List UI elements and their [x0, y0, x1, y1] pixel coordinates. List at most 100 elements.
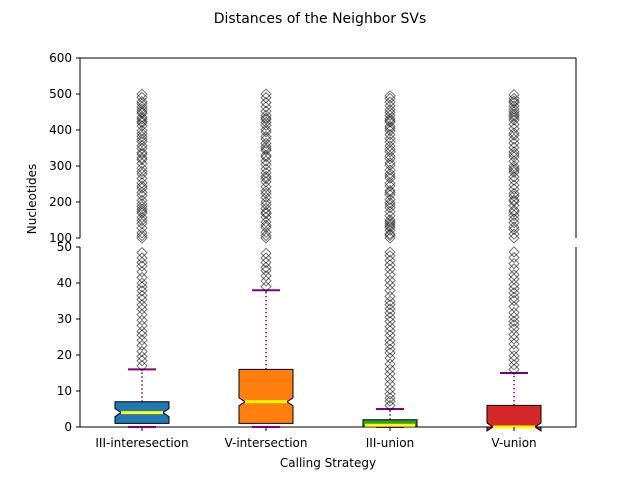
flier-point [384, 172, 396, 184]
y-tick-label-lower: 40 [57, 276, 72, 290]
flier-point [384, 229, 396, 242]
flier-point [136, 113, 148, 125]
flier-point [260, 96, 272, 109]
flier-point [260, 88, 272, 100]
flier-point [384, 140, 396, 152]
flier-point [260, 112, 272, 124]
flier-point [508, 315, 520, 328]
flier-point [136, 325, 148, 337]
flier-point [136, 339, 148, 352]
flier-point [136, 98, 148, 110]
y-tick-label-lower: 20 [57, 348, 72, 362]
flier-point [260, 105, 272, 118]
flier-point [136, 303, 148, 315]
flier-point [508, 122, 520, 135]
flier-point [384, 311, 396, 323]
flier-point [136, 177, 148, 189]
flier-point [508, 199, 520, 212]
flier-point [384, 352, 396, 364]
flier-point [508, 257, 520, 270]
flier-point [384, 259, 396, 271]
flier-point [136, 334, 148, 346]
lower-panel-frame [79, 247, 577, 428]
flier-point [508, 141, 520, 154]
flier-point [508, 338, 520, 350]
flier-point [260, 181, 272, 193]
flier-point [384, 290, 396, 303]
flier-point [508, 155, 520, 167]
flier-point [384, 152, 396, 165]
flier-point [508, 162, 520, 174]
flier-point [384, 122, 396, 135]
flier-point [384, 343, 396, 356]
flier-point [260, 275, 272, 287]
flier-point [508, 251, 520, 264]
flier-point [136, 203, 148, 215]
flier-point [384, 120, 396, 133]
y-tick-label-upper: 500 [49, 87, 72, 101]
flier-point [384, 164, 396, 176]
y-tick-label-upper: 300 [49, 159, 72, 173]
flier-point [136, 252, 148, 264]
flier-point [508, 146, 520, 158]
y-tick-label-upper: 200 [49, 195, 72, 209]
flier-point [508, 179, 520, 191]
flier-point [508, 171, 520, 183]
flier-point [260, 216, 272, 228]
flier-point [384, 114, 396, 127]
flier-point [508, 127, 520, 139]
flier-point [508, 160, 520, 172]
flier-point [384, 284, 396, 297]
flier-point [508, 333, 520, 345]
flier-point [136, 124, 148, 137]
flier-point [136, 186, 148, 199]
flier-point [508, 114, 520, 126]
flier-point [384, 399, 396, 412]
flier-point [260, 252, 272, 264]
flier-point [260, 247, 272, 259]
flier-point [508, 187, 520, 200]
flier-point [384, 303, 396, 315]
flier-point [384, 329, 396, 342]
flier-point [508, 363, 520, 376]
flier-point [136, 308, 148, 321]
flier-point [384, 199, 396, 211]
flier-point [260, 137, 272, 150]
x-tick-label: III-union [366, 436, 414, 450]
flier-point [384, 334, 396, 347]
y-tick-label-upper: 100 [49, 231, 72, 245]
flier-point [136, 319, 148, 332]
x-axis-label: Calling Strategy [280, 456, 376, 470]
box-V-intersection [238, 368, 294, 424]
flier-point [384, 159, 396, 171]
flier-point [136, 194, 148, 207]
flier-point [508, 95, 520, 107]
flier-point [260, 101, 272, 113]
flier-point [508, 108, 520, 120]
flier-point [136, 299, 148, 311]
flier-point [384, 186, 396, 199]
flier-point [260, 144, 272, 157]
flier-point [508, 306, 520, 319]
flier-point [384, 189, 396, 201]
flier-point [508, 279, 520, 291]
flier-point [260, 126, 272, 138]
flier-point [508, 118, 520, 130]
flier-point [260, 256, 272, 269]
flier-point [260, 123, 272, 136]
flier-point [260, 187, 272, 200]
flier-point [136, 207, 148, 219]
flier-point [260, 207, 272, 220]
flier-point [384, 315, 396, 328]
flier-point [384, 295, 396, 307]
flier-point [260, 163, 272, 175]
flier-point [384, 358, 396, 370]
flier-point [136, 271, 148, 284]
flier-point [384, 321, 396, 333]
flier-point [136, 153, 148, 166]
flier-point [136, 360, 148, 372]
flier-point [508, 291, 520, 303]
flier-point [384, 170, 396, 182]
flier-point [508, 166, 520, 178]
